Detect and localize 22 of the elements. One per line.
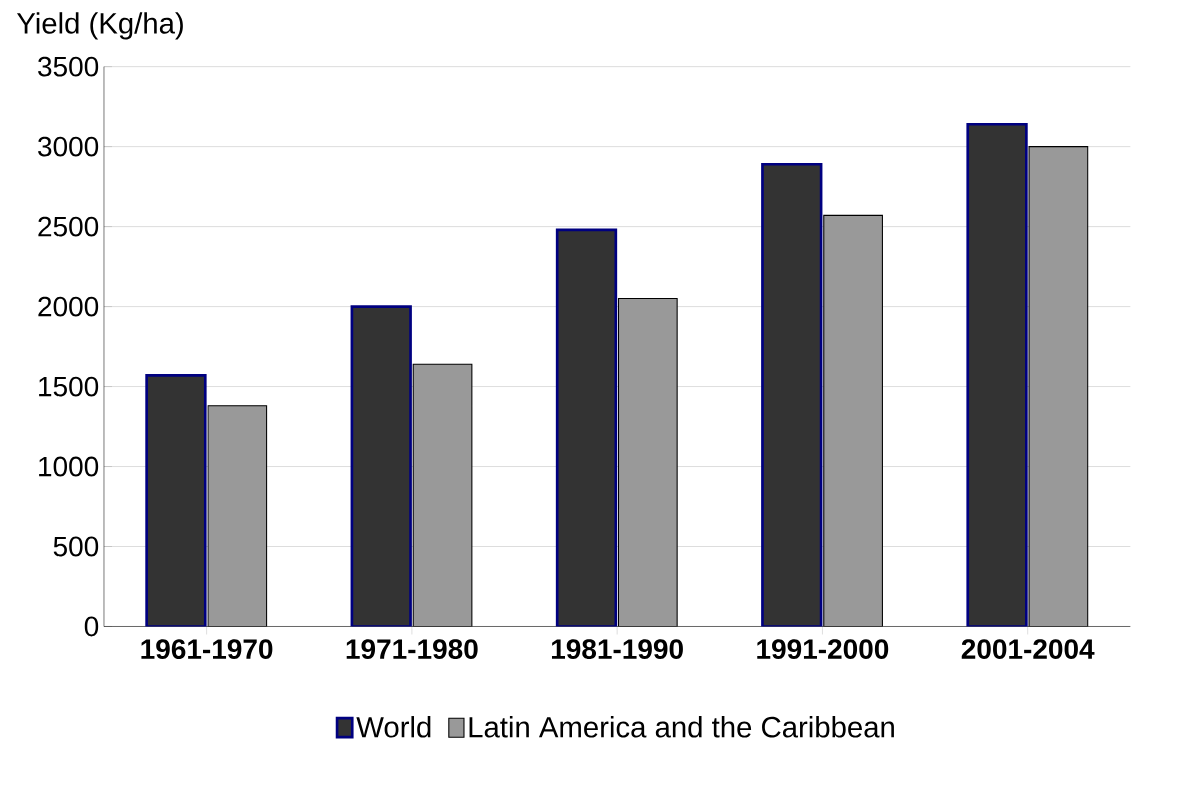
x-tick-label: 2001-2004 (961, 639, 1095, 659)
bar (412, 363, 473, 627)
y-tick-label: 2000 (38, 296, 99, 317)
legend-label: World (356, 716, 431, 738)
y-tick-label: 1500 (39, 376, 99, 397)
bar (1028, 146, 1089, 627)
y-tick-label: 0 (84, 616, 99, 637)
bar (823, 214, 883, 627)
x-tick-label: 1961-1970 (141, 639, 273, 659)
y-tick-label: 2500 (38, 216, 99, 237)
x-tick-label: 1991-2000 (757, 639, 889, 659)
legend-label: Latin America and the Caribbean (469, 716, 894, 738)
y-tick-label: 1000 (39, 456, 99, 477)
bar (350, 305, 412, 627)
y-tick-label: 3000 (38, 136, 99, 157)
y-tick-label: 500 (53, 536, 99, 557)
x-tick-label: 1981-1990 (551, 639, 683, 659)
bar (617, 298, 678, 627)
x-tick-label: 1971-1980 (346, 639, 478, 659)
bar (207, 405, 268, 627)
y-tick-label: 3500 (38, 56, 99, 77)
y-axis-title: Yield (Kg/ha) (16, 12, 183, 40)
